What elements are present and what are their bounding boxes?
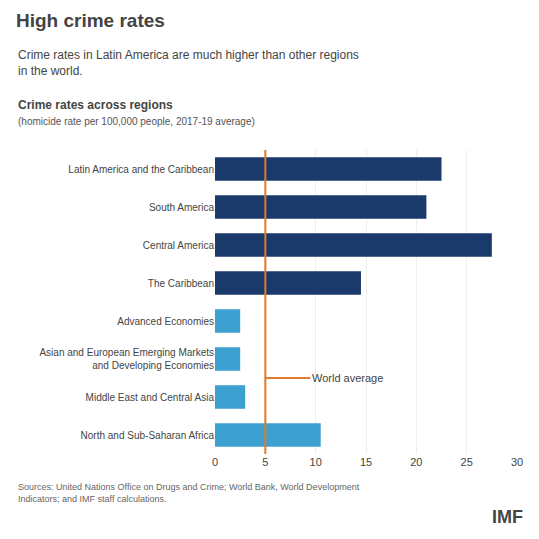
svg-text:15: 15 <box>360 456 372 468</box>
svg-text:IMF: IMF <box>492 507 523 527</box>
svg-text:Middle East and Central Asia: Middle East and Central Asia <box>86 392 215 403</box>
svg-text:30: 30 <box>511 456 523 468</box>
svg-text:5: 5 <box>262 456 268 468</box>
svg-text:0: 0 <box>212 456 218 468</box>
svg-text:Central America: Central America <box>143 240 215 251</box>
svg-text:20: 20 <box>410 456 422 468</box>
svg-text:25: 25 <box>461 456 473 468</box>
svg-text:Advanced Economies: Advanced Economies <box>117 316 214 327</box>
svg-text:Crime rates in Latin America a: Crime rates in Latin America are much hi… <box>18 48 359 78</box>
svg-text:The Caribbean: The Caribbean <box>148 278 214 289</box>
svg-text:10: 10 <box>310 456 322 468</box>
svg-text:North and Sub-Saharan Africa: North and Sub-Saharan Africa <box>81 430 215 441</box>
svg-text:Crime rates across regions: Crime rates across regions <box>18 98 173 112</box>
svg-text:Asian and European Emerging Ma: Asian and European Emerging Marketsand D… <box>39 347 214 371</box>
svg-text:High crime rates: High crime rates <box>16 10 165 31</box>
svg-text:Sources: United Nations Office: Sources: United Nations Office on Drugs … <box>18 482 360 504</box>
svg-text:(homicide rate per 100,000 peo: (homicide rate per 100,000 people, 2017-… <box>18 116 255 127</box>
svg-text:South America: South America <box>149 202 214 213</box>
svg-text:Latin America and the Caribbea: Latin America and the Caribbean <box>68 164 214 175</box>
svg-text:World average: World average <box>312 372 383 384</box>
